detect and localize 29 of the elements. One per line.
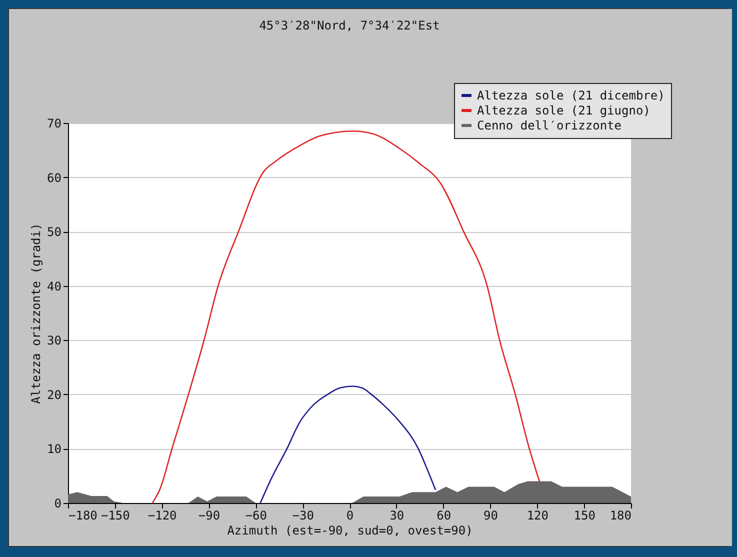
- x-tick-label: 120: [526, 508, 549, 522]
- y-tick-label: 40: [47, 279, 62, 294]
- chart-title: 45°3′28"Nord, 7°34′22"Est: [259, 18, 440, 32]
- y-tick-label: 20: [47, 388, 62, 402]
- x-tick-label: 150: [574, 508, 596, 522]
- y-tick-label: 50: [47, 225, 62, 240]
- x-axis-title: Azimuth (est=-90, sud=0, ovest=90): [227, 524, 473, 538]
- x-tick-label: −90: [198, 508, 220, 522]
- x-tick-label: −150: [100, 508, 130, 522]
- x-tick-label: −180: [68, 508, 98, 522]
- y-tick-label: 30: [47, 334, 62, 348]
- y-tick-label: 70: [47, 116, 62, 130]
- legend-label: Altezza sole (21 giugno): [477, 104, 650, 118]
- line-series: [152, 130, 541, 504]
- y-tick-label: 60: [47, 170, 62, 185]
- x-tick-label: 180: [610, 508, 632, 522]
- x-tick-label: −30: [292, 508, 314, 522]
- y-axis-title: Altezza orizzonte (gradi): [29, 223, 44, 404]
- x-tick-label: 90: [484, 508, 498, 522]
- x-tick-label: −120: [148, 508, 177, 522]
- y-tick-label: 0: [54, 496, 62, 510]
- x-tick-label: −60: [245, 508, 268, 522]
- legend-label: Altezza sole (21 dicembre): [477, 88, 665, 102]
- x-tick-label: 60: [436, 508, 452, 522]
- legend-label: Cenno dell′orizzonte: [477, 118, 622, 132]
- y-tick-label: 10: [47, 442, 62, 456]
- x-tick-label: 0: [346, 508, 354, 522]
- x-tick-label: 30: [390, 508, 404, 522]
- line-series: [260, 386, 436, 504]
